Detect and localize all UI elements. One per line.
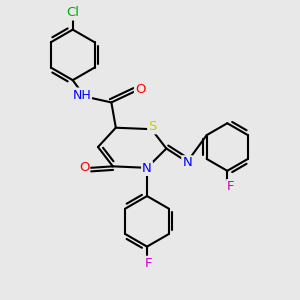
Text: O: O xyxy=(79,161,89,174)
Text: Cl: Cl xyxy=(66,7,79,20)
Text: F: F xyxy=(227,180,235,193)
Text: S: S xyxy=(148,120,157,133)
Text: F: F xyxy=(145,257,152,270)
Text: NH: NH xyxy=(72,88,91,101)
Text: N: N xyxy=(182,156,192,169)
Text: N: N xyxy=(142,162,152,175)
Text: O: O xyxy=(135,82,146,96)
